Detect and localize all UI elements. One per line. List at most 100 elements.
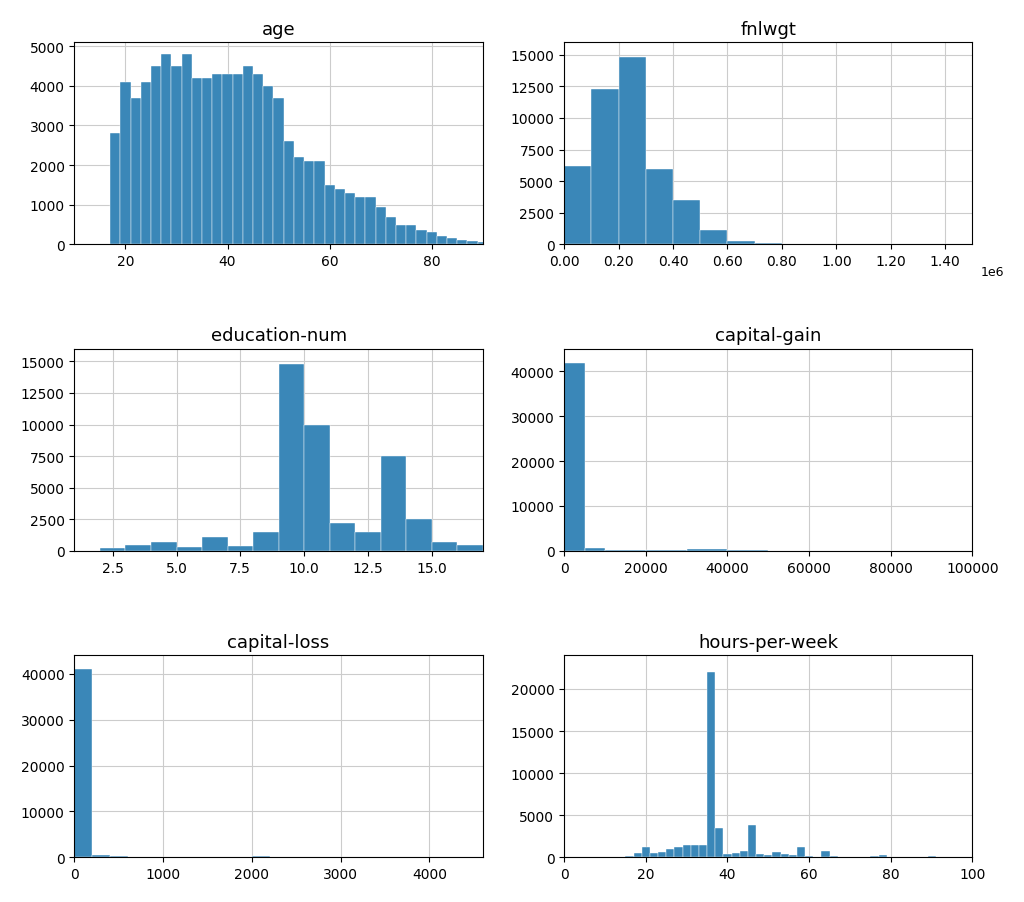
- Bar: [386, 217, 396, 245]
- Title: age: age: [262, 21, 295, 39]
- Bar: [376, 207, 386, 245]
- Bar: [279, 364, 304, 551]
- Bar: [675, 847, 683, 858]
- Bar: [202, 538, 227, 551]
- Bar: [626, 856, 634, 858]
- Bar: [727, 241, 755, 245]
- Bar: [432, 542, 458, 551]
- Bar: [273, 98, 284, 245]
- Bar: [427, 234, 437, 245]
- Bar: [691, 845, 698, 858]
- Bar: [253, 75, 263, 245]
- Bar: [335, 189, 345, 245]
- Bar: [330, 523, 355, 551]
- Bar: [151, 542, 176, 551]
- Bar: [780, 854, 788, 858]
- Bar: [739, 851, 748, 858]
- Bar: [723, 854, 731, 858]
- Bar: [366, 198, 376, 245]
- Bar: [227, 547, 253, 551]
- Bar: [700, 231, 727, 245]
- Bar: [564, 167, 591, 245]
- Bar: [396, 226, 407, 245]
- Bar: [355, 198, 366, 245]
- Title: capital-loss: capital-loss: [227, 633, 330, 651]
- Bar: [212, 75, 222, 245]
- Bar: [591, 90, 618, 245]
- Bar: [161, 55, 171, 245]
- Bar: [75, 669, 92, 858]
- Bar: [263, 87, 273, 245]
- Bar: [92, 855, 110, 858]
- Bar: [253, 532, 279, 551]
- Title: capital-gain: capital-gain: [715, 327, 821, 345]
- Bar: [748, 825, 756, 858]
- Bar: [151, 67, 161, 245]
- Bar: [879, 855, 887, 858]
- Bar: [126, 545, 151, 551]
- Title: fnlwgt: fnlwgt: [740, 21, 797, 39]
- Bar: [715, 828, 723, 858]
- Bar: [381, 456, 407, 551]
- Bar: [928, 856, 936, 858]
- Bar: [698, 845, 707, 858]
- Bar: [176, 548, 202, 551]
- Bar: [407, 520, 432, 551]
- Bar: [870, 856, 879, 858]
- Bar: [564, 364, 585, 551]
- Bar: [618, 59, 646, 245]
- Bar: [121, 83, 131, 245]
- Bar: [731, 853, 739, 858]
- Bar: [756, 854, 764, 858]
- Bar: [325, 186, 335, 245]
- Bar: [232, 75, 243, 245]
- Bar: [646, 170, 673, 245]
- Bar: [222, 75, 232, 245]
- Bar: [252, 856, 269, 858]
- Bar: [407, 226, 417, 245]
- Bar: [345, 194, 355, 245]
- Bar: [772, 851, 780, 858]
- Bar: [110, 856, 128, 858]
- Title: hours-per-week: hours-per-week: [698, 633, 839, 651]
- Bar: [755, 244, 782, 245]
- Bar: [447, 239, 458, 245]
- Title: education-num: education-num: [211, 327, 347, 345]
- Bar: [477, 243, 487, 245]
- Bar: [683, 845, 691, 858]
- Bar: [673, 201, 700, 245]
- Bar: [140, 83, 151, 245]
- Bar: [294, 158, 304, 245]
- Bar: [111, 134, 121, 245]
- Bar: [667, 849, 675, 858]
- Bar: [437, 237, 447, 245]
- Bar: [687, 549, 727, 551]
- Bar: [788, 855, 797, 858]
- Bar: [805, 856, 813, 858]
- Bar: [304, 425, 330, 551]
- Bar: [243, 67, 253, 245]
- Bar: [100, 548, 126, 551]
- Bar: [234, 857, 252, 858]
- Bar: [797, 847, 805, 858]
- Bar: [458, 545, 482, 551]
- Bar: [634, 853, 642, 858]
- Bar: [314, 161, 325, 245]
- Bar: [829, 856, 838, 858]
- Bar: [355, 532, 381, 551]
- Bar: [764, 855, 772, 858]
- Bar: [171, 67, 181, 245]
- Bar: [284, 143, 294, 245]
- Bar: [707, 672, 715, 858]
- Text: 1e6: 1e6: [981, 265, 1005, 278]
- Bar: [467, 242, 477, 245]
- Bar: [202, 78, 212, 245]
- Bar: [821, 851, 829, 858]
- Bar: [650, 853, 658, 858]
- Bar: [585, 548, 605, 551]
- Bar: [458, 241, 467, 245]
- Bar: [181, 55, 191, 245]
- Bar: [131, 98, 140, 245]
- Bar: [191, 78, 202, 245]
- Bar: [304, 161, 314, 245]
